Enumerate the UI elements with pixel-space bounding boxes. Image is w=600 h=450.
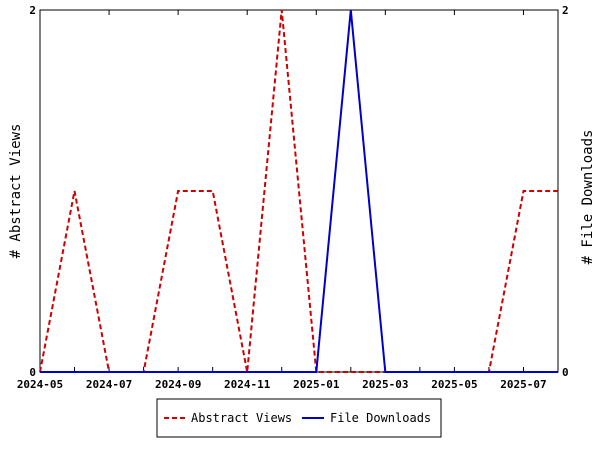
plot-frame — [39, 9, 559, 373]
series-layer — [39, 9, 558, 373]
series-line-file-downloads — [40, 9, 558, 373]
y-tick-label: 2 — [29, 4, 36, 17]
y2-tick-label: 0 — [562, 366, 569, 379]
y-tick-label: 0 — [29, 366, 36, 379]
series-line-abstract-views — [39, 9, 558, 373]
x-tick-label: 2024-05 — [17, 378, 63, 391]
y2-tick-label: 2 — [562, 4, 569, 17]
y2-axis-title: # File Downloads — [580, 130, 596, 265]
legend: Abstract Views File Downloads — [156, 398, 442, 438]
x-tick-label: 2025-05 — [431, 378, 477, 391]
y-axis-title: # Abstract Views — [8, 124, 24, 259]
x-tick-label: 2025-07 — [500, 378, 546, 391]
x-tick-label: 2024-11 — [224, 378, 271, 391]
x-tick-label: 2025-01 — [293, 378, 340, 391]
legend-label-file-downloads: File Downloads — [330, 411, 431, 425]
legend-box — [156, 398, 442, 438]
x-tick-label: 2024-07 — [86, 378, 132, 391]
legend-label-abstract-views: Abstract Views — [191, 411, 292, 425]
x-axis-ticks: 2024-05 2024-07 2024-09 2024-11 2025-01 2025-… — [17, 10, 559, 391]
x-tick-label: 2025-03 — [362, 378, 408, 391]
x-tick-label: 2024-09 — [155, 378, 201, 391]
